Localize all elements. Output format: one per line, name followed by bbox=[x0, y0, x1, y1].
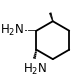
Text: H$_2$N: H$_2$N bbox=[23, 62, 47, 77]
Text: H$_2$N: H$_2$N bbox=[0, 23, 24, 38]
